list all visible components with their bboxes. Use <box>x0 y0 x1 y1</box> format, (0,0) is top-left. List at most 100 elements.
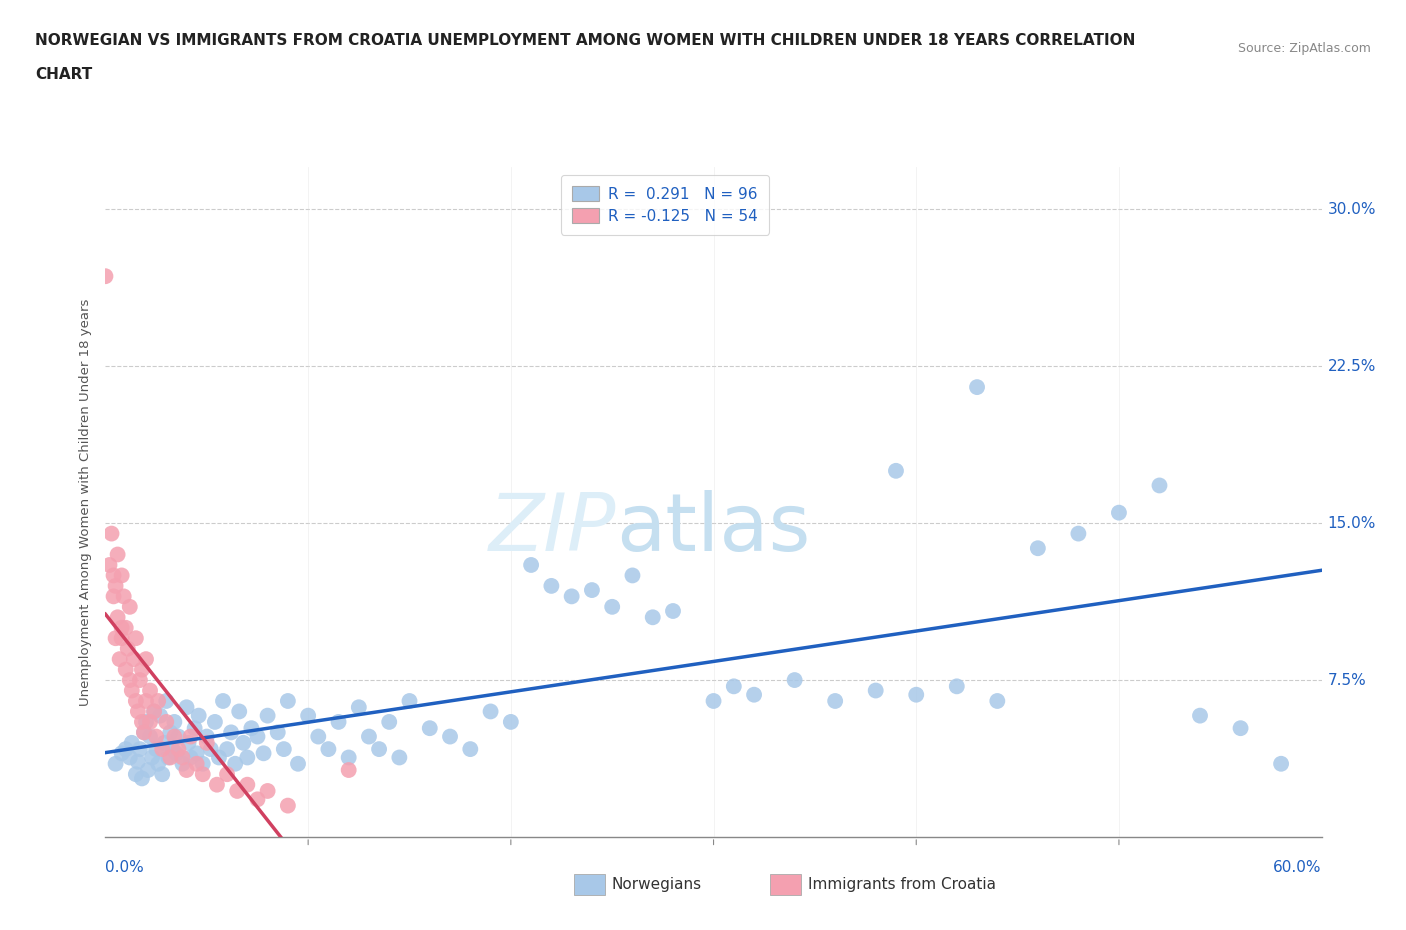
Point <box>135 714 157 729</box>
Point <box>641 610 664 625</box>
Point <box>177 736 200 751</box>
Point <box>273 742 295 757</box>
Point <box>318 742 340 757</box>
Point <box>118 600 141 615</box>
Point <box>165 746 187 761</box>
Point <box>357 729 380 744</box>
Y-axis label: Unemployment Among Women with Children Under 18 years: Unemployment Among Women with Children U… <box>79 299 93 706</box>
Point <box>208 750 231 764</box>
Point <box>191 756 214 771</box>
FancyBboxPatch shape <box>574 874 605 895</box>
Point <box>167 729 190 744</box>
Point <box>112 589 135 604</box>
Point <box>131 662 153 677</box>
Point <box>155 694 177 709</box>
Point <box>125 766 148 781</box>
Point <box>118 672 141 687</box>
Point <box>139 714 162 729</box>
Point <box>287 756 309 771</box>
Text: Immigrants from Croatia: Immigrants from Croatia <box>808 877 997 892</box>
Text: CHART: CHART <box>35 67 93 82</box>
Point <box>153 736 176 751</box>
Point <box>824 694 846 709</box>
Point <box>240 721 263 736</box>
Point <box>702 694 725 709</box>
Point <box>905 687 928 702</box>
Point <box>884 463 907 478</box>
Point <box>226 783 249 798</box>
Point <box>1189 709 1212 724</box>
Point <box>1026 541 1049 556</box>
Point <box>267 725 290 740</box>
Text: 60.0%: 60.0% <box>1274 860 1322 875</box>
Point <box>1067 526 1090 541</box>
Point <box>111 631 134 645</box>
Point <box>191 766 214 781</box>
Point <box>172 756 194 771</box>
Point <box>176 700 198 715</box>
Point <box>108 652 131 667</box>
Point <box>581 582 603 598</box>
Point <box>246 729 269 744</box>
Point <box>212 694 235 709</box>
Point <box>337 750 360 764</box>
Point <box>479 704 502 719</box>
Point <box>499 714 522 729</box>
Point <box>219 725 242 740</box>
Point <box>307 729 329 744</box>
Point <box>127 754 149 769</box>
Point <box>132 725 155 740</box>
Point <box>540 578 562 593</box>
Text: atlas: atlas <box>616 490 811 568</box>
Point <box>149 709 172 724</box>
Point <box>145 729 167 744</box>
Point <box>186 746 208 761</box>
Point <box>236 750 259 764</box>
Point <box>125 631 148 645</box>
Point <box>200 742 222 757</box>
Point <box>150 742 173 757</box>
Text: 7.5%: 7.5% <box>1327 672 1367 687</box>
Point <box>1108 505 1130 520</box>
Point <box>176 763 198 777</box>
Text: NORWEGIAN VS IMMIGRANTS FROM CROATIA UNEMPLOYMENT AMONG WOMEN WITH CHILDREN UNDE: NORWEGIAN VS IMMIGRANTS FROM CROATIA UNE… <box>35 33 1136 47</box>
Point <box>205 777 228 792</box>
Point <box>107 547 129 562</box>
Text: ZIP: ZIP <box>489 490 616 568</box>
Point <box>458 742 481 757</box>
Point <box>256 709 278 724</box>
Point <box>141 750 163 764</box>
Point <box>742 687 765 702</box>
Point <box>600 600 623 615</box>
Point <box>945 679 967 694</box>
Point <box>157 750 180 764</box>
Point <box>155 714 177 729</box>
Point <box>195 729 218 744</box>
Text: Source: ZipAtlas.com: Source: ZipAtlas.com <box>1237 42 1371 55</box>
Point <box>621 568 644 583</box>
Point <box>135 652 157 667</box>
Point <box>159 750 181 764</box>
Point <box>117 642 139 657</box>
Text: 22.5%: 22.5% <box>1327 359 1376 374</box>
Point <box>186 756 208 771</box>
Point <box>163 714 186 729</box>
Point <box>783 672 806 687</box>
Point <box>122 652 145 667</box>
Point <box>145 742 167 757</box>
Point <box>146 694 169 709</box>
Point <box>135 694 157 709</box>
Point <box>297 709 319 724</box>
Point <box>347 700 370 715</box>
Point <box>378 714 401 729</box>
Point <box>125 694 148 709</box>
Text: 15.0%: 15.0% <box>1327 515 1376 531</box>
Point <box>139 729 162 744</box>
Point <box>328 714 350 729</box>
Point <box>224 756 246 771</box>
Point <box>103 589 125 604</box>
Point <box>1270 756 1292 771</box>
Point <box>104 756 127 771</box>
Point <box>1149 478 1171 493</box>
Point <box>94 269 117 284</box>
